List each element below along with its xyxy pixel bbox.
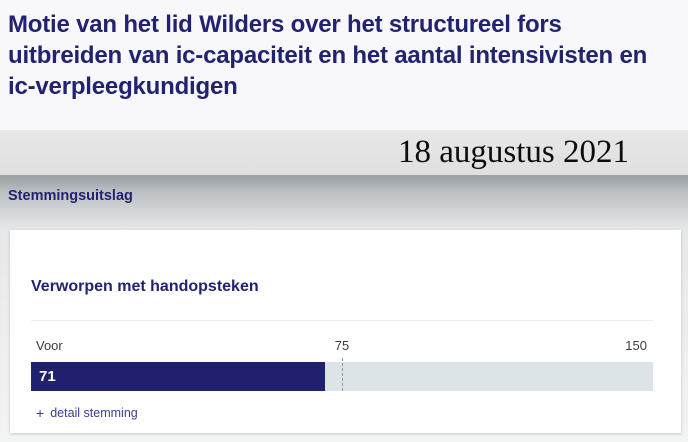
vote-result-card: Verworpen met handopsteken Voor 75 150 7…	[10, 230, 681, 433]
main-area: Verworpen met handopsteken Voor 75 150 7…	[0, 230, 688, 442]
category-label-voor: Voor	[36, 338, 63, 353]
card-separator	[31, 320, 653, 321]
tick-label-75: 75	[334, 338, 350, 353]
date-banner: 18 augustus 2021	[0, 130, 688, 177]
vote-bar-chart: Voor 75 150 71	[31, 338, 653, 391]
vote-bar: 71	[31, 362, 326, 391]
detail-stemming-label: detail stemming	[50, 406, 138, 420]
midpoint-dashed-marker	[342, 358, 343, 391]
page-header: Motie van het lid Wilders over het struc…	[0, 0, 688, 130]
bar-track: 71	[31, 358, 653, 391]
chart-axis-labels: Voor 75 150	[31, 338, 653, 354]
section-band: Stemmingsuitslag	[0, 177, 688, 230]
vote-count-label: 71	[39, 368, 56, 385]
detail-stemming-link[interactable]: + detail stemming	[36, 406, 138, 420]
page-title: Motie van het lid Wilders over het struc…	[8, 11, 648, 100]
section-heading: Stemmingsuitslag	[8, 188, 133, 204]
date-text: 18 augustus 2021	[398, 134, 629, 170]
tick-label-150: 150	[625, 338, 647, 353]
vote-outcome: Verworpen met handopsteken	[31, 278, 259, 295]
plus-icon: +	[36, 405, 45, 421]
